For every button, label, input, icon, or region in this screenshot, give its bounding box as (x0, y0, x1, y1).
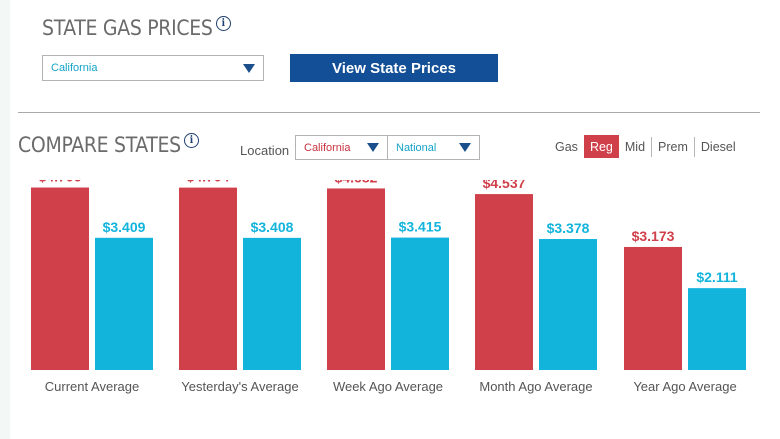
page-gutter (0, 0, 10, 439)
data-label: $4.537 (483, 180, 526, 191)
chevron-down-icon (367, 143, 379, 152)
chevron-down-icon (459, 143, 471, 152)
tab-prem[interactable]: Prem (651, 136, 694, 157)
bar-california-4[interactable] (624, 246, 682, 370)
bar-california-0[interactable] (31, 187, 89, 370)
info-icon[interactable]: i (215, 15, 231, 31)
fuel-type-tabs: Gas Reg Mid Prem Diesel (549, 135, 742, 158)
chevron-down-icon (243, 63, 255, 73)
data-label: $3.173 (632, 228, 675, 244)
data-label: $4.682 (335, 180, 378, 185)
bar-california-1[interactable] (179, 187, 237, 370)
data-label: $2.111 (696, 269, 737, 285)
compare-states-heading: COMPARE STATES i (18, 132, 199, 157)
bar-national-0[interactable] (95, 237, 153, 370)
data-label: $3.378 (547, 220, 590, 236)
section-divider (18, 112, 760, 113)
bar-california-2[interactable] (327, 188, 385, 370)
state-gas-prices-heading: STATE GAS PRICES i (42, 15, 231, 40)
category-label: Week Ago Average (333, 379, 443, 394)
location-a-value: California (304, 141, 351, 154)
bar-national-2[interactable] (391, 237, 449, 370)
bar-national-4[interactable] (688, 288, 746, 370)
category-label: Current Average (45, 379, 139, 394)
data-label: $3.408 (251, 219, 294, 235)
price-comparison-chart: $4.706 $3.409 Current Average $4.704 $3.408 Y… (31, 180, 746, 394)
data-label: $3.415 (399, 219, 442, 235)
tab-mid[interactable]: Mid (624, 139, 646, 154)
state-select[interactable]: California (42, 55, 264, 81)
location-b-value: National (396, 141, 437, 154)
state-gas-prices-title: STATE GAS PRICES (42, 16, 213, 40)
bar-california-3[interactable] (475, 194, 533, 370)
tab-reg[interactable]: Reg (583, 135, 619, 158)
category-label: Year Ago Average (633, 379, 736, 394)
state-select-value: California (51, 62, 98, 74)
tab-diesel[interactable]: Diesel (693, 136, 742, 157)
location-b-select[interactable]: National (387, 135, 480, 160)
bar-national-1[interactable] (243, 237, 301, 370)
bar-national-3[interactable] (539, 239, 597, 370)
category-label: Yesterday's Average (181, 379, 298, 394)
location-label: Location (240, 143, 290, 158)
data-label: $4.704 (187, 180, 230, 185)
data-label: $4.706 (39, 180, 82, 185)
category-label: Month Ago Average (479, 379, 592, 394)
location-a-select[interactable]: California (295, 135, 388, 160)
view-state-prices-button[interactable]: View State Prices (290, 54, 498, 82)
compare-states-title: COMPARE STATES (18, 133, 181, 157)
fuel-tabs-label: Gas (555, 139, 578, 154)
data-label: $3.409 (103, 219, 146, 235)
info-icon[interactable]: i (183, 132, 199, 148)
